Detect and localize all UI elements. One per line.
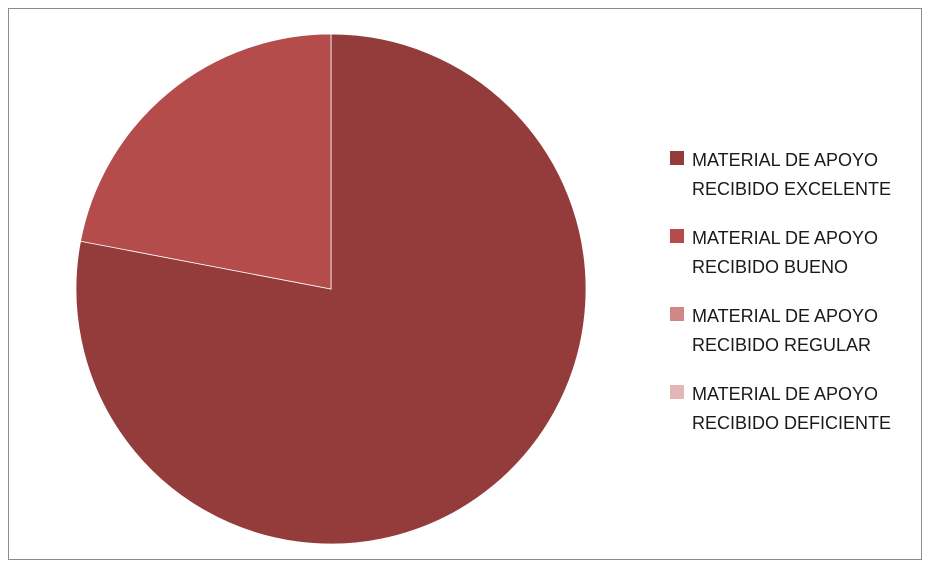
- legend-label-deficiente: MATERIAL DE APOYO RECIBIDO DEFICIENTE: [692, 384, 892, 433]
- legend-swatch-regular: [670, 307, 684, 321]
- legend-item-excelente: MATERIAL DE APOYO RECIBIDO EXCELENTE: [670, 146, 925, 224]
- legend-item-deficiente: MATERIAL DE APOYO RECIBIDO DEFICIENTE: [670, 380, 925, 458]
- legend-label-bueno: MATERIAL DE APOYO RECIBIDO BUENO: [692, 228, 879, 277]
- legend-swatch-excelente: [670, 151, 684, 165]
- legend-swatch-deficiente: [670, 385, 684, 399]
- legend-item-bueno: MATERIAL DE APOYO RECIBIDO BUENO: [670, 224, 925, 302]
- legend-label-regular: MATERIAL DE APOYO RECIBIDO REGULAR: [692, 306, 879, 355]
- legend: MATERIAL DE APOYO RECIBIDO EXCELENTE MAT…: [670, 146, 925, 458]
- pie-slice-bueno: [80, 33, 332, 290]
- legend-label-excelente: MATERIAL DE APOYO RECIBIDO EXCELENTE: [692, 150, 892, 199]
- legend-swatch-bueno: [670, 229, 684, 243]
- legend-item-regular: MATERIAL DE APOYO RECIBIDO REGULAR: [670, 302, 925, 380]
